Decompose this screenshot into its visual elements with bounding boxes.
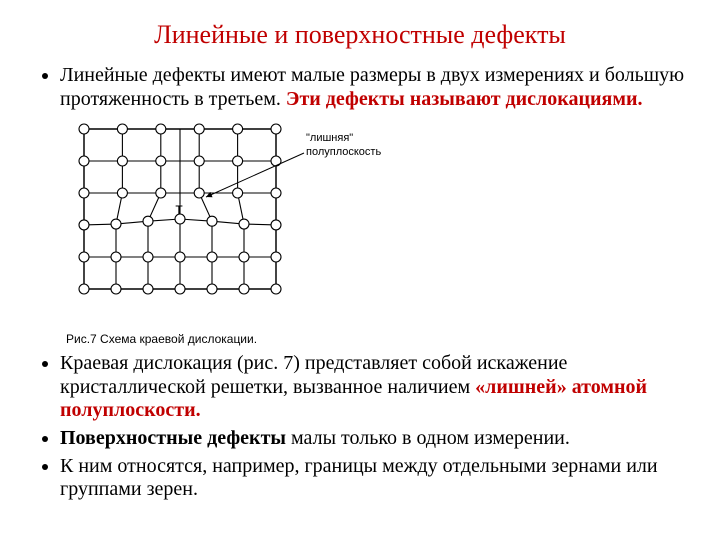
svg-text:"лишняя": "лишняя" [306, 132, 353, 144]
figure-caption: Рис.7 Схема краевой дислокации. [66, 332, 690, 346]
page-title: Линейные и поверхностные дефекты [30, 20, 690, 50]
bullet-2: Краевая дислокация (рис. 7) представляет… [60, 352, 690, 423]
bullet-3: Поверхностные дефекты малы только в одно… [60, 427, 690, 451]
bullet-1: Линейные дефекты имеют малые размеры в д… [60, 64, 690, 111]
bullet-1-em: Эти дефекты называют дислокациями. [286, 88, 643, 110]
svg-text:полуплоскость: полуплоскость [306, 146, 381, 158]
bullet-3-strong: Поверхностные дефекты [60, 427, 286, 449]
bullet-4: К ним относятся, например, границы между… [60, 455, 690, 502]
bullet-list: Линейные дефекты имеют малые размеры в д… [38, 64, 690, 111]
figure: т"лишняя"полуплоскость [66, 115, 690, 320]
dislocation-diagram: т"лишняя"полуплоскость [66, 115, 416, 315]
bullet-3-rest: малы только в одном измерении. [286, 427, 570, 449]
bullet-list-2: Краевая дислокация (рис. 7) представляет… [38, 352, 690, 502]
